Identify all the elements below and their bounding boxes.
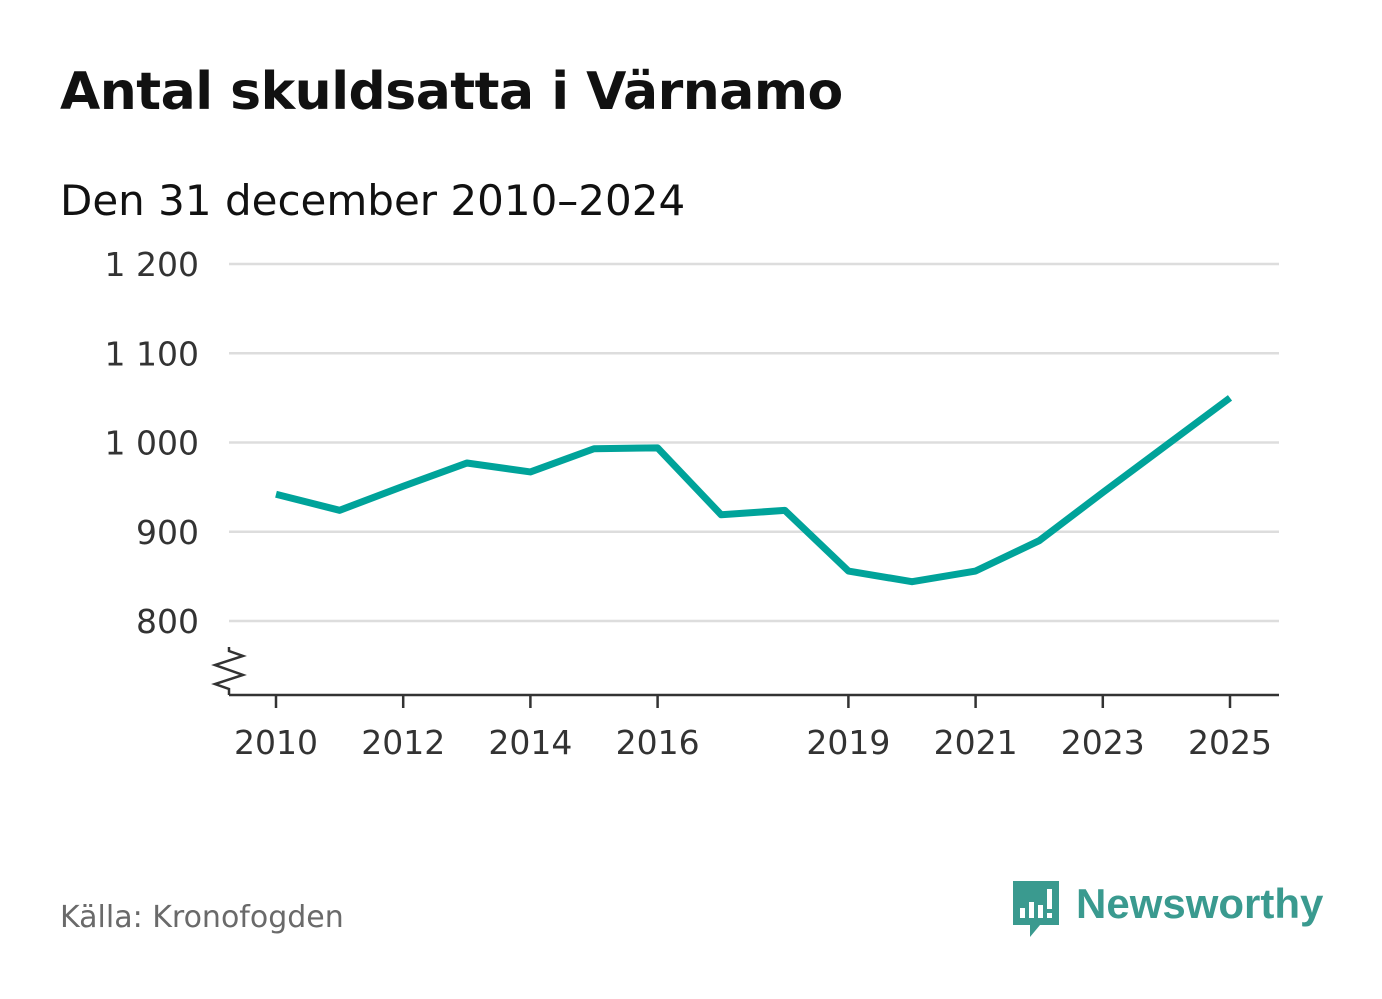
x-tick-label: 2021 <box>934 723 1018 762</box>
x-tick-label: 2010 <box>234 723 318 762</box>
y-tick-label: 1 000 <box>105 424 199 463</box>
chart-title: Antal skuldsatta i Värnamo <box>60 62 843 122</box>
brand-logo[interactable]: Newsworthy <box>1010 878 1323 940</box>
x-tick-label: 2025 <box>1188 723 1272 762</box>
brand-name: Newsworthy <box>1076 880 1324 927</box>
x-tick-label: 2014 <box>488 723 572 762</box>
x-axis-ticks: 2010 2012 2014 2016 2019 2021 2023 2025 <box>234 695 1272 762</box>
series-layer <box>275 395 1233 586</box>
y-tick-label: 1 100 <box>105 334 199 373</box>
x-tick-label: 2019 <box>806 723 890 762</box>
y-tick-label: 1 200 <box>105 245 199 284</box>
series-line <box>275 395 1233 586</box>
source-note: Källa: Kronofogden <box>60 900 344 935</box>
y-axis-ticks: 800 900 1 000 1 100 1 200 <box>105 245 199 641</box>
y-axis-break-marker <box>211 647 247 695</box>
x-tick-label: 2023 <box>1061 723 1145 762</box>
chart-subtitle: Den 31 december 2010–2024 <box>60 176 686 225</box>
y-tick-label: 800 <box>136 602 199 641</box>
newsworthy-logo-icon <box>1013 881 1059 937</box>
x-tick-label: 2012 <box>361 723 445 762</box>
gridlines <box>229 262 1279 623</box>
x-tick-label: 2016 <box>616 723 700 762</box>
y-tick-label: 900 <box>136 513 199 552</box>
